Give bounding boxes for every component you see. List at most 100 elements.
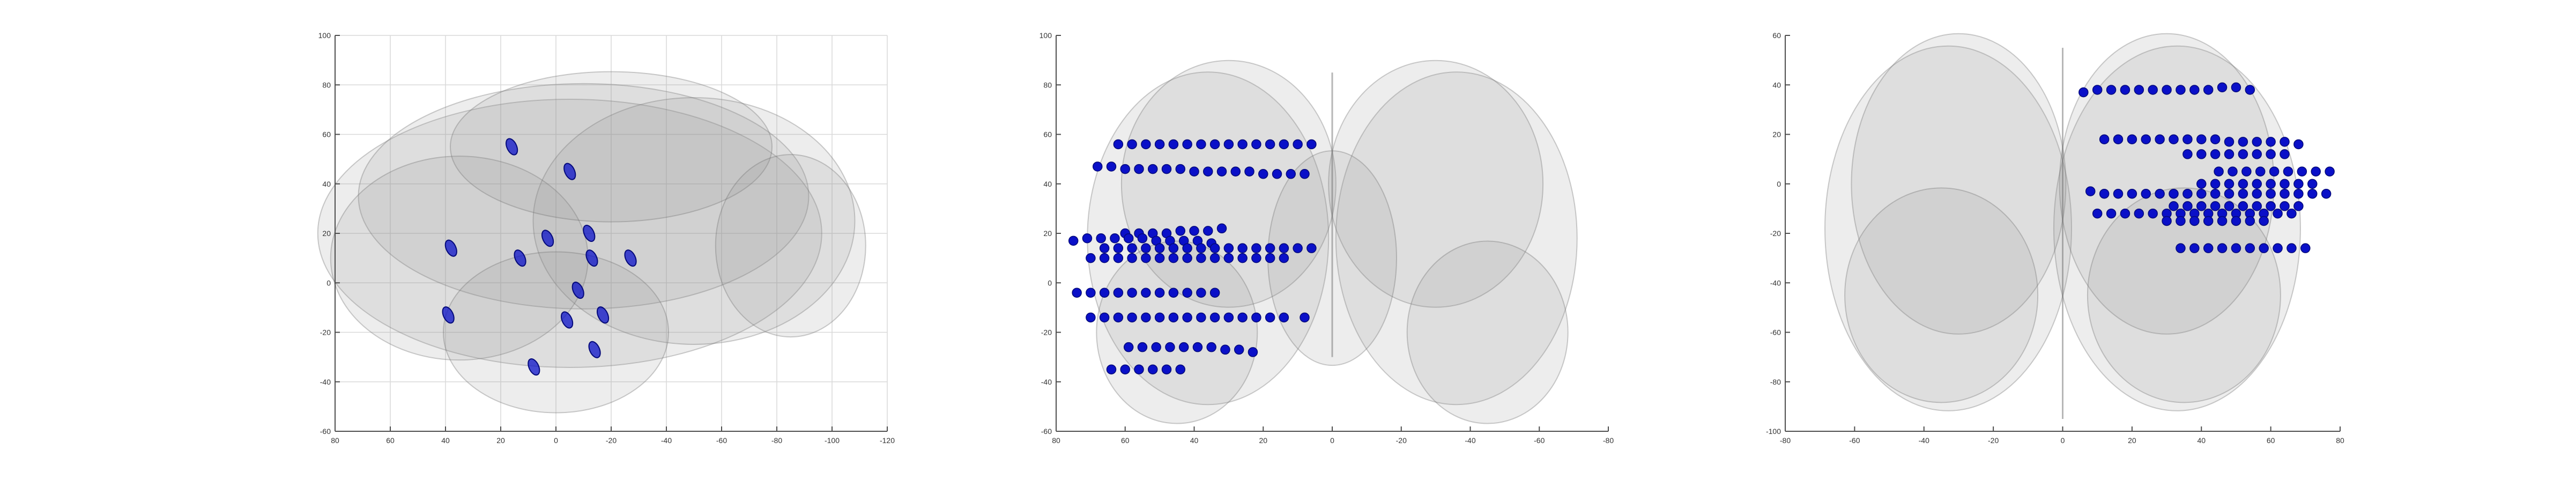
electrode-marker — [2176, 85, 2186, 95]
electrode-marker — [2266, 201, 2276, 211]
electrode-marker — [1168, 139, 1179, 150]
electrode-marker — [1141, 243, 1151, 253]
electrode-marker — [2252, 201, 2262, 211]
electrode-marker — [2182, 134, 2193, 144]
electrode-marker — [2196, 188, 2207, 199]
electrode-marker — [2245, 216, 2255, 226]
electrode-marker — [1154, 139, 1165, 150]
electrode-marker — [1099, 312, 1110, 323]
electrode-marker — [1196, 288, 1206, 298]
electrode-marker — [2113, 134, 2124, 144]
electrode-marker — [2300, 243, 2311, 253]
electrode-marker — [2141, 188, 2151, 199]
y-tick-label: -60 — [320, 427, 331, 436]
electrode-marker — [2189, 216, 2200, 226]
electrode-marker — [1182, 243, 1192, 253]
electrode-marker — [2252, 149, 2262, 159]
electrode-marker — [1209, 312, 1220, 323]
electrode-marker — [2280, 149, 2290, 159]
electrode-marker — [2134, 85, 2144, 95]
electrode-marker — [596, 306, 610, 324]
electrode-marker — [2280, 201, 2290, 211]
electrode-marker — [2280, 179, 2290, 189]
electrode-marker — [1113, 312, 1124, 323]
electrode-marker — [2252, 188, 2262, 199]
x-tick-label: 80 — [331, 436, 339, 445]
electrode-marker — [1134, 164, 1144, 174]
electrode-marker — [2255, 166, 2266, 176]
electrode-marker — [1148, 164, 1158, 174]
y-tick-label: 60 — [322, 130, 331, 139]
electrode-marker — [442, 306, 455, 324]
x-tick-label: -80 — [1603, 436, 1614, 445]
electrode-marker — [1265, 253, 1275, 263]
x-tick-label: 80 — [2336, 436, 2344, 445]
y-tick-label: 40 — [1772, 80, 1781, 89]
electrode-marker — [2210, 134, 2221, 144]
electrode-marker — [2273, 208, 2283, 219]
electrode-marker — [1279, 139, 1289, 150]
electrode-marker — [1113, 288, 1124, 298]
electrode-marker — [1223, 253, 1234, 263]
electrode-marker — [514, 249, 526, 267]
electrode-marker — [2266, 188, 2276, 199]
electrode-marker — [1127, 139, 1137, 150]
electrode-marker — [2283, 166, 2293, 176]
electrode-marker — [571, 282, 584, 299]
electrode-marker — [1068, 235, 1079, 246]
electrode-marker — [2217, 243, 2228, 253]
y-tick-label: 80 — [1043, 80, 1052, 89]
electrode-marker — [2203, 216, 2214, 226]
y-tick-label: 20 — [322, 229, 331, 238]
electrode-marker — [2245, 243, 2255, 253]
electrode-marker — [2307, 188, 2318, 199]
y-tick-label: 80 — [322, 80, 331, 89]
electrode-marker — [1082, 233, 1093, 244]
electrode-marker — [1182, 253, 1192, 263]
electrode-marker — [2155, 134, 2165, 144]
electrode-marker — [506, 138, 518, 156]
electrode-marker — [1220, 344, 1230, 355]
electrode-marker — [2162, 216, 2172, 226]
y-tick-label: -60 — [1770, 328, 1781, 337]
electrode-marker — [2238, 188, 2248, 199]
electrode-marker — [1182, 312, 1192, 323]
electrode-marker — [563, 163, 576, 180]
electrode-marker — [624, 249, 637, 267]
electrode-marker — [1175, 164, 1185, 174]
electrode-marker — [1137, 233, 1148, 244]
electrode-marker — [1086, 288, 1096, 298]
electrode-marker — [1237, 253, 1248, 263]
electrode-marker — [1196, 139, 1206, 150]
electrode-marker — [1154, 312, 1165, 323]
electrode-marker — [1206, 342, 1216, 352]
electrode-marker — [2273, 243, 2283, 253]
electrode-marker — [1293, 139, 1303, 150]
electrode-marker — [1203, 226, 1213, 236]
brain-lobe-surface — [715, 154, 866, 338]
electrode-marker — [1151, 342, 1161, 352]
electrode-marker — [2189, 85, 2200, 95]
electrode-marker — [1234, 344, 1244, 355]
electrode-marker — [2231, 243, 2241, 253]
electrode-marker — [1272, 169, 1282, 179]
electrode-group — [1068, 139, 1317, 374]
electrode-marker — [2224, 179, 2234, 189]
electrode-marker — [2238, 201, 2248, 211]
electrode-marker — [2231, 216, 2241, 226]
electrode-marker — [1286, 169, 1296, 179]
electrode-marker — [1175, 364, 1185, 374]
electrode-marker — [1237, 139, 1248, 150]
electrode-marker — [1141, 312, 1151, 323]
electrode-marker — [2238, 137, 2248, 147]
electrode-marker — [1251, 243, 1261, 253]
x-tick-label: 0 — [554, 436, 558, 445]
electrode-marker — [2228, 166, 2238, 176]
electrode-marker — [2293, 179, 2304, 189]
electrode-marker — [1258, 169, 1268, 179]
electrode-marker — [2210, 149, 2221, 159]
electrode-marker — [1154, 253, 1165, 263]
electrode-marker — [2287, 208, 2297, 219]
electrode-marker — [585, 249, 598, 267]
